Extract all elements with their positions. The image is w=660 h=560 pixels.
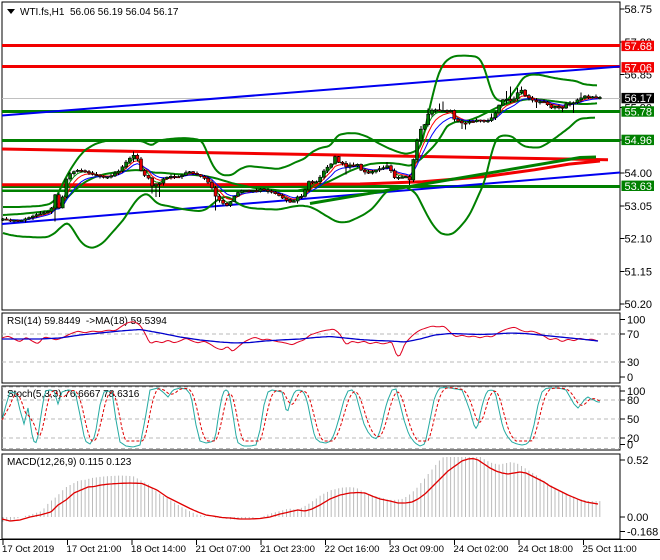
svg-text:56.85: 56.85 [625,70,653,82]
svg-text:18 Oct 14:00: 18 Oct 14:00 [131,544,186,555]
svg-text:55.78: 55.78 [625,107,653,119]
svg-text:21 Oct 07:00: 21 Oct 07:00 [196,544,251,555]
svg-text:21 Oct 23:00: 21 Oct 23:00 [260,544,315,555]
svg-text:100: 100 [627,386,645,398]
svg-text:RSI(14) 59.8449 ->MA(18) 59.5: RSI(14) 59.8449 ->MA(18) 59.5394 [7,316,167,327]
svg-text:51.15: 51.15 [625,266,653,278]
svg-text:56.17: 56.17 [625,93,653,105]
svg-text:24 Oct 02:00: 24 Oct 02:00 [454,544,509,555]
svg-text:0: 0 [627,440,633,452]
svg-text:24 Oct 18:00: 24 Oct 18:00 [518,544,573,555]
svg-text:50.20: 50.20 [625,299,653,311]
svg-text:58.75: 58.75 [625,4,653,16]
svg-text:52.10: 52.10 [625,234,653,246]
svg-text:50: 50 [627,414,639,426]
svg-text:54.00: 54.00 [625,168,653,180]
svg-text:57.06: 57.06 [625,62,653,74]
svg-text:0.00: 0.00 [627,512,648,524]
svg-text:Stoch(5,3,3) 76.6667 78.6316: Stoch(5,3,3) 76.6667 78.6316 [7,389,140,400]
svg-text:53.05: 53.05 [625,201,653,213]
svg-text:17 Oct 21:00: 17 Oct 21:00 [67,544,122,555]
svg-text:25 Oct 11:00: 25 Oct 11:00 [583,544,637,555]
svg-text:100: 100 [627,315,645,327]
svg-text:54.96: 54.96 [625,135,653,147]
svg-text:80: 80 [627,395,639,407]
svg-text:22 Oct 16:00: 22 Oct 16:00 [325,544,380,555]
svg-text:20: 20 [627,433,639,445]
svg-text:53.63: 53.63 [625,181,653,193]
svg-text:0: 0 [627,372,633,384]
svg-text:30: 30 [627,357,639,369]
svg-text:23 Oct 09:00: 23 Oct 09:00 [389,544,444,555]
svg-text:WTI.fs,H1 56.06 56.19 56.04 5: WTI.fs,H1 56.06 56.19 56.04 56.17 [20,7,179,18]
svg-text:MACD(12,26,9) 0.115 0.123: MACD(12,26,9) 0.115 0.123 [7,457,132,468]
svg-text:57.68: 57.68 [625,41,653,53]
svg-text:-0.168: -0.168 [627,527,658,539]
svg-text:70: 70 [627,329,639,341]
svg-text:0.52: 0.52 [627,455,648,467]
svg-text:17 Oct 2019: 17 Oct 2019 [2,544,54,555]
